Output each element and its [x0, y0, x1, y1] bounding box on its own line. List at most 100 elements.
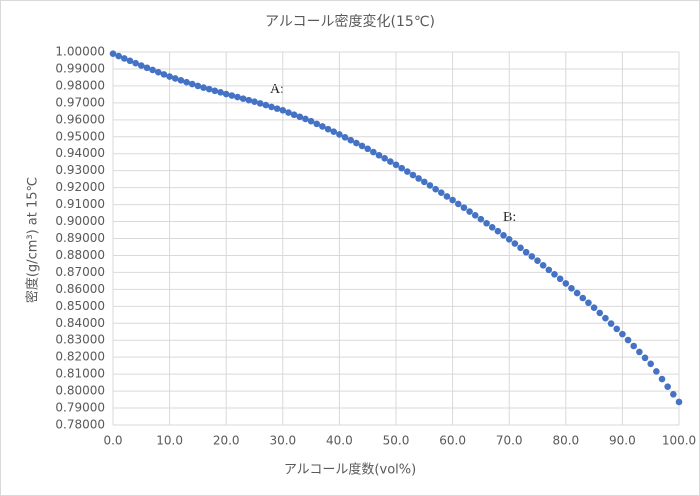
x-tick-label: 90.0	[609, 434, 636, 448]
data-point	[624, 336, 632, 344]
data-point	[285, 109, 292, 116]
data-point	[256, 100, 264, 107]
data-point	[324, 125, 332, 133]
x-tick-label: 30.0	[269, 434, 296, 448]
annotation: A:	[270, 82, 284, 97]
data-point	[670, 391, 677, 398]
data-point	[234, 93, 241, 101]
data-point	[143, 64, 151, 72]
y-tick-label: 0.90000	[55, 214, 105, 228]
data-point	[505, 236, 513, 243]
data-point	[483, 219, 490, 227]
data-point	[522, 248, 530, 256]
data-point	[109, 50, 117, 57]
data-point	[245, 96, 253, 104]
data-point	[454, 200, 462, 208]
y-tick-label: 0.84000	[55, 316, 105, 330]
y-tick-label: 0.89000	[55, 231, 105, 245]
data-point	[664, 383, 671, 390]
y-tick-label: 0.88000	[55, 248, 105, 262]
data-point	[630, 342, 638, 350]
data-point	[404, 168, 411, 175]
data-point	[177, 77, 185, 84]
data-point	[602, 314, 609, 322]
data-point	[636, 348, 643, 356]
data-point	[545, 266, 553, 274]
data-point	[619, 330, 626, 338]
y-axis-label: 密度(g/cm³) at 15℃	[25, 177, 41, 303]
data-point	[551, 270, 558, 278]
y-tick-label: 0.80000	[55, 384, 105, 398]
y-tick-label: 1.00000	[55, 45, 105, 59]
y-tick-label: 0.94000	[55, 146, 105, 160]
y-tick-label: 0.86000	[55, 282, 105, 296]
data-point	[460, 204, 468, 211]
x-tick-label: 100.0	[662, 434, 696, 448]
data-point	[273, 105, 281, 112]
data-point	[471, 211, 479, 219]
data-point	[494, 227, 502, 235]
data-point	[658, 375, 666, 383]
data-point	[375, 151, 383, 159]
data-point	[443, 193, 451, 200]
y-tick-label: 0.95000	[55, 129, 105, 143]
x-tick-label: 40.0	[326, 434, 353, 448]
data-point	[341, 133, 349, 141]
y-tick-label: 0.81000	[55, 367, 105, 381]
y-tick-label: 0.85000	[55, 299, 105, 313]
x-tick-label: 20.0	[213, 434, 240, 448]
data-point	[183, 78, 190, 86]
data-point	[336, 131, 343, 138]
data-point	[347, 136, 355, 144]
data-point	[194, 82, 202, 90]
y-tick-label: 0.82000	[55, 350, 105, 364]
data-point	[171, 75, 179, 82]
data-point	[188, 80, 196, 88]
data-point	[432, 185, 439, 193]
x-tick-label: 70.0	[496, 434, 523, 448]
x-tick-label: 0.0	[103, 434, 122, 448]
data-point	[449, 196, 456, 204]
data-point	[466, 208, 473, 215]
data-point	[217, 89, 224, 96]
y-tick-label: 0.83000	[55, 333, 105, 347]
data-point	[437, 189, 445, 197]
data-point	[262, 101, 270, 109]
x-axis-label: アルコール度数(vol%)	[284, 462, 416, 478]
y-tick-label: 0.93000	[55, 163, 105, 177]
data-point	[211, 87, 219, 95]
y-tick-label: 0.97000	[55, 95, 105, 109]
x-tick-label: 60.0	[439, 434, 466, 448]
y-tick-label: 0.92000	[55, 180, 105, 194]
data-point	[239, 95, 247, 102]
data-point	[500, 231, 507, 239]
data-point	[387, 158, 394, 165]
data-point	[358, 142, 366, 150]
data-point	[126, 57, 134, 65]
data-point	[200, 84, 207, 91]
data-point	[647, 360, 654, 368]
y-tick-label: 0.91000	[55, 197, 105, 211]
data-point	[573, 289, 581, 297]
data-point	[562, 280, 570, 287]
data-point	[398, 164, 405, 172]
data-point	[290, 111, 298, 119]
data-point	[166, 73, 173, 80]
x-tick-label: 80.0	[552, 434, 579, 448]
data-point	[421, 178, 428, 186]
y-tick-label: 0.98000	[55, 78, 105, 92]
y-tick-label: 0.99000	[55, 61, 105, 75]
data-point	[353, 139, 360, 147]
data-point	[426, 182, 434, 189]
data-point	[675, 398, 683, 406]
data-point	[115, 52, 122, 60]
data-point	[381, 155, 388, 162]
data-point	[534, 257, 541, 265]
data-point	[415, 175, 422, 182]
data-point	[568, 285, 575, 292]
y-tick-label: 0.87000	[55, 265, 105, 279]
data-point	[138, 62, 145, 69]
data-point	[590, 304, 598, 311]
data-point	[409, 171, 417, 179]
data-point	[307, 117, 315, 125]
